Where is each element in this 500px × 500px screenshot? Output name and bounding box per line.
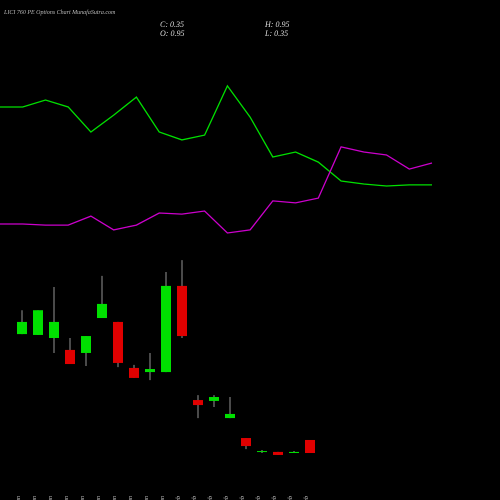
x-tick-label: 12 Feb — [304, 496, 310, 500]
candle-body — [17, 321, 27, 335]
x-tick-label: 20 Jan — [32, 496, 38, 500]
x-tick-label: 23 Jan — [80, 496, 86, 500]
candle-body — [241, 438, 251, 447]
ohlc-label: L: 0.35 — [264, 29, 288, 38]
indicator-line — [0, 84, 432, 187]
candle-body — [209, 397, 219, 401]
x-tick-label: 06 Feb — [240, 496, 246, 500]
x-tick-label: 03 Feb — [192, 496, 198, 500]
x-tick-label: 27 Jan — [96, 496, 102, 500]
candle-body — [97, 303, 107, 319]
chart-title: LICI 760 PE Options Chart MunafaSutra.co… — [3, 9, 116, 16]
candle-body — [177, 285, 187, 337]
candle-body — [65, 349, 75, 365]
x-tick-label: 28 Jan — [112, 496, 118, 500]
x-tick-label: 31 Jan — [160, 496, 166, 500]
candle-body — [129, 367, 139, 378]
x-tick-label: 11 Feb — [288, 496, 294, 500]
x-tick-label: 04 Feb — [207, 496, 214, 500]
x-tick-label: 21 Jan — [48, 496, 54, 500]
candle-body — [145, 369, 155, 373]
candle-body — [257, 451, 267, 453]
indicator-line — [0, 146, 433, 234]
candle-body — [33, 310, 43, 335]
candle-body — [193, 400, 203, 406]
candle-body — [273, 451, 283, 455]
x-tick-label: 10 Feb — [272, 496, 278, 500]
candle-body — [289, 451, 299, 454]
ohlc-label: O: 0.95 — [160, 29, 184, 38]
candle-body — [161, 285, 171, 373]
x-tick-label: 29 Jan — [128, 496, 134, 500]
x-tick-label: 22 Jan — [64, 496, 70, 500]
ohlc-label: H: 0.95 — [264, 20, 289, 29]
candle-body — [305, 439, 315, 454]
x-tick-label: 01 Feb — [176, 496, 182, 500]
candle-body — [81, 336, 91, 353]
x-tick-label: 30 Jan — [144, 496, 150, 500]
ohlc-label: C: 0.35 — [160, 20, 184, 29]
candle-body — [225, 413, 235, 419]
x-tick-label: 05 Feb — [224, 496, 230, 500]
x-tick-label: 07 Feb — [256, 496, 262, 500]
candle-body — [49, 321, 59, 338]
x-tick-label: 19 Jan — [16, 496, 22, 500]
candle-body — [113, 321, 123, 363]
